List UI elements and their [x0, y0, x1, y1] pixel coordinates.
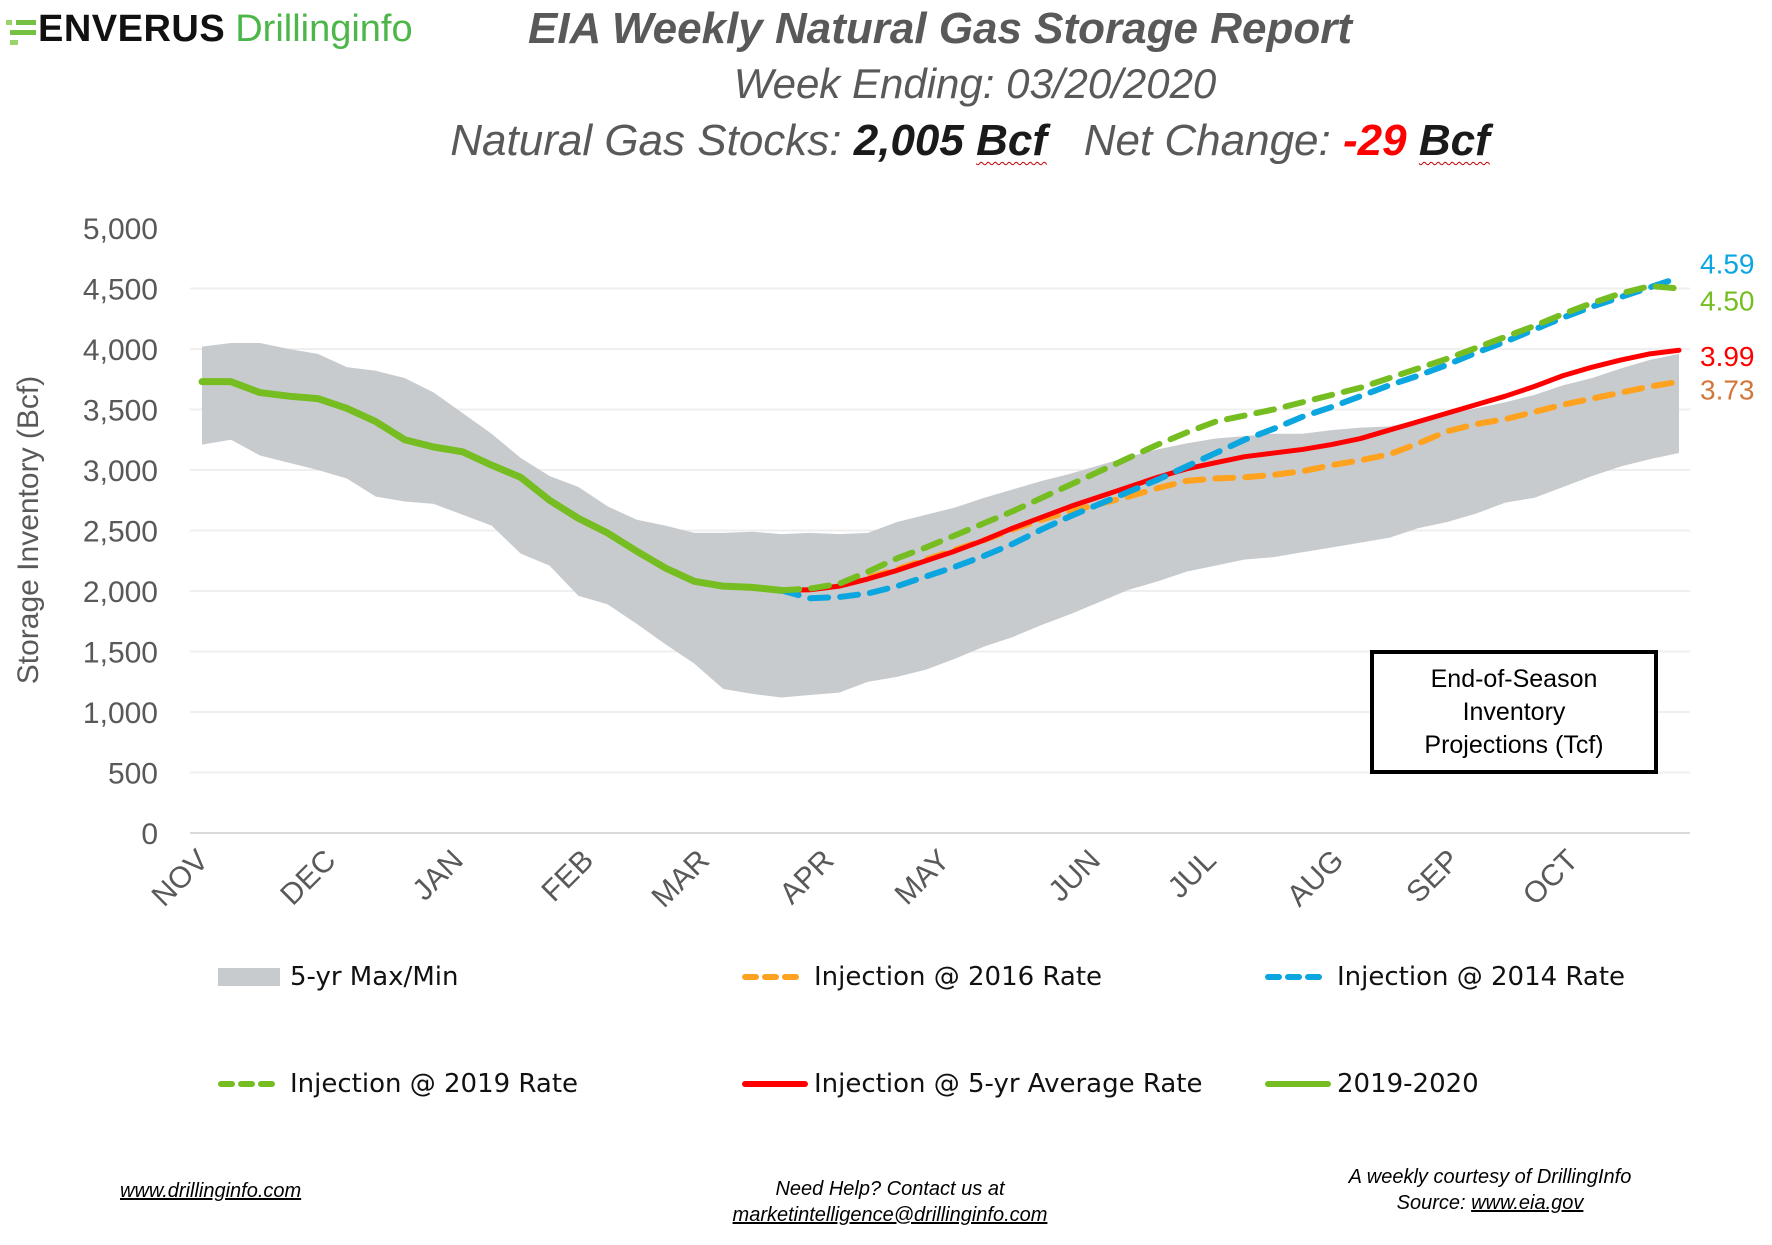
band-layer — [202, 342, 1679, 698]
x-tick-label: MAY — [889, 844, 957, 912]
help-email-link[interactable]: marketintelligence@drillinginfo.com — [732, 1204, 1048, 1226]
source-link[interactable]: www.eia.gov — [1471, 1192, 1584, 1214]
x-tick-label: JUN — [1042, 844, 1107, 909]
y-tick-label: 3,000 — [83, 455, 158, 488]
x-tick-label: OCT — [1517, 844, 1585, 912]
y-tick-label: 500 — [108, 758, 158, 791]
y-tick-label: 1,500 — [83, 637, 158, 670]
courtesy-text: A weekly courtesy of DrillingInfo — [1348, 1166, 1632, 1188]
stocks-unit: Bcf — [976, 116, 1048, 165]
report-title: EIA Weekly Natural Gas Storage Report — [527, 4, 1353, 53]
x-tick-label: DEC — [274, 844, 342, 912]
legend-item-inj2016: Injection @ 2016 Rate — [742, 962, 1102, 992]
enverus-drillinginfo-logo: ENVERUS Drillinginfo — [6, 4, 413, 54]
end-label-inj2016: 3.73 — [1700, 375, 1755, 406]
y-tick-label: 4,000 — [83, 334, 158, 367]
help-text: Need Help? Contact us at — [775, 1178, 1005, 1200]
legend-item-actual: 2019-2020 — [1265, 1069, 1479, 1099]
series-line-actual — [198, 378, 785, 594]
x-tick-label: NOV — [146, 844, 215, 913]
x-tick-label: SEP — [1400, 844, 1466, 910]
projection-note-line1: End-of-Season — [1430, 664, 1598, 693]
end-labels: 4.59 4.50 3.993.73 — [1700, 249, 1755, 406]
projection-note-line3: Projections (Tcf) — [1424, 730, 1604, 759]
y-axis-ticks: 0 500 1,000 1,500 2,000 2,500 3,000 3,500 4,000 4… — [83, 213, 158, 851]
y-tick-label: 2,000 — [83, 576, 158, 609]
net-change-label: Net Change: — [1083, 116, 1331, 165]
storage-chart: 0 500 1,000 1,500 2,000 2,500 3,000 3,500 4,000 4… — [12, 213, 1755, 914]
footer-source: A weekly courtesy of DrillingInfo Source… — [1290, 1164, 1690, 1216]
stocks-label: Natural Gas Stocks: — [450, 116, 842, 165]
projection-note-box: End-of-Season Inventory Projections (Tcf… — [1370, 650, 1658, 774]
y-tick-label: 0 — [141, 818, 158, 851]
source-label: Source: — [1396, 1192, 1466, 1214]
end-label-inj2019: 4.50 — [1700, 286, 1755, 317]
y-tick-label: 1,000 — [83, 697, 158, 730]
logo-mark-icon — [6, 14, 36, 45]
legend-item-inj2019: Injection @ 2019 Rate — [218, 1069, 578, 1099]
y-tick-label: 2,500 — [83, 516, 158, 549]
x-tick-label: AUG — [1281, 844, 1350, 913]
series-layer — [198, 274, 1682, 602]
x-tick-label: APR — [774, 844, 841, 911]
legend-swatch-band — [218, 968, 280, 986]
legend-label: Injection @ 2019 Rate — [290, 1069, 579, 1099]
footer-website: www.drillinginfo.com — [120, 1180, 301, 1203]
legend-swatch-actual — [1265, 1081, 1331, 1087]
net-change-unit: Bcf — [1418, 116, 1490, 165]
series-line-inj2014 — [778, 274, 1682, 602]
legend-swatch-inj2019 — [218, 1081, 284, 1087]
legend-item-inj2014: Injection @ 2014 Rate — [1265, 962, 1625, 992]
report-header: EIA Weekly Natural Gas Storage Report We… — [380, 2, 1500, 170]
y-tick-label: 5,000 — [83, 213, 158, 246]
x-axis-ticks: NOV DEC JAN FEB MAR APR MAY JUN JUL AUG SEP OCT — [146, 844, 1585, 914]
y-tick-label: 3,500 — [83, 395, 158, 428]
legend-label: Injection @ 2016 Rate — [814, 962, 1103, 992]
end-label-inj2014: 4.59 — [1700, 249, 1755, 280]
legend-item-band: 5-yr Max/Min — [218, 962, 458, 992]
legend-label: Injection @ 2014 Rate — [1337, 962, 1626, 992]
net-change-value: -29 — [1343, 116, 1407, 165]
legend-swatch-inj2016 — [742, 974, 808, 980]
projection-note-line2: Inventory — [1462, 697, 1566, 726]
footer-help: Need Help? Contact us at marketintellige… — [660, 1176, 1120, 1228]
end-label-inj5yr: 3.99 — [1700, 341, 1755, 372]
legend-swatch-inj5yr — [742, 1081, 808, 1087]
y-axis-label: Storage Inventory (Bcf) — [12, 376, 45, 684]
x-tick-label: JUL — [1162, 844, 1223, 905]
series-line-inj5yr — [778, 347, 1682, 593]
website-link[interactable]: www.drillinginfo.com — [120, 1180, 302, 1202]
week-ending: Week Ending: 03/20/2020 — [733, 60, 1217, 107]
stocks-summary: Natural Gas Stocks: 2,005 Bcf Net Change… — [440, 112, 1500, 170]
legend-label: 5-yr Max/Min — [290, 962, 459, 992]
band-5yr-max-min — [202, 342, 1679, 698]
x-tick-label: JAN — [406, 844, 469, 907]
series-line-inj2019 — [778, 283, 1682, 594]
x-tick-label: FEB — [536, 844, 601, 909]
legend-swatch-inj2014 — [1265, 974, 1331, 980]
logo-product: Drillinginfo — [235, 7, 413, 50]
legend-label: Injection @ 5-yr Average Rate — [814, 1069, 1203, 1099]
stocks-value: 2,005 — [853, 116, 964, 165]
y-tick-label: 4,500 — [83, 274, 158, 307]
x-tick-label: MAR — [645, 844, 715, 914]
legend-label: 2019-2020 — [1337, 1069, 1479, 1099]
legend-item-inj5yr: Injection @ 5-yr Average Rate — [742, 1069, 1202, 1099]
logo-brand: ENVERUS — [38, 7, 226, 50]
